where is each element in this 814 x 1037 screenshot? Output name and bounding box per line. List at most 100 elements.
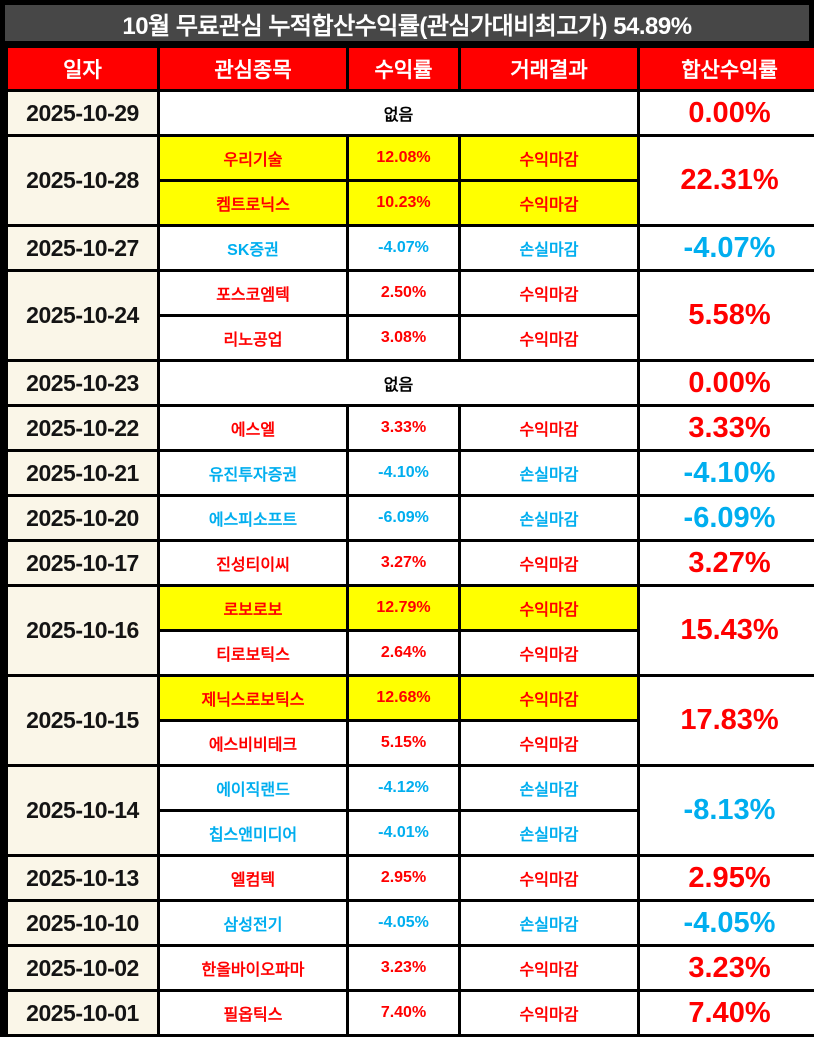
total-cell: 15.43% [639, 586, 814, 676]
result-cell: 손실마감 [460, 901, 639, 946]
return-cell: 3.27% [348, 541, 460, 586]
stock-cell: 삼성전기 [159, 901, 348, 946]
result-cell: 손실마감 [460, 496, 639, 541]
total-cell: 5.58% [639, 271, 814, 361]
date-cell: 2025-10-02 [7, 946, 159, 991]
return-cell: -4.01% [348, 811, 460, 856]
result-cell: 수익마감 [460, 406, 639, 451]
result-cell: 손실마감 [460, 811, 639, 856]
return-cell: -4.05% [348, 901, 460, 946]
result-cell: 수익마감 [460, 676, 639, 721]
total-cell: 3.33% [639, 406, 814, 451]
total-cell: -4.05% [639, 901, 814, 946]
return-cell: 7.40% [348, 991, 460, 1036]
result-cell: 수익마감 [460, 271, 639, 316]
result-cell: 수익마감 [460, 991, 639, 1036]
return-cell: -4.07% [348, 226, 460, 271]
return-cell: 2.50% [348, 271, 460, 316]
date-cell: 2025-10-20 [7, 496, 159, 541]
total-cell: 7.40% [639, 991, 814, 1036]
date-cell: 2025-10-23 [7, 361, 159, 406]
result-cell: 수익마감 [460, 136, 639, 181]
result-cell: 손실마감 [460, 766, 639, 811]
stock-cell: 진성티이씨 [159, 541, 348, 586]
result-cell: 수익마감 [460, 316, 639, 361]
total-cell: 2.95% [639, 856, 814, 901]
stock-cell: 리노공업 [159, 316, 348, 361]
stock-cell: 에스엘 [159, 406, 348, 451]
header-cell-3: 거래결과 [460, 47, 639, 91]
result-cell: 수익마감 [460, 586, 639, 631]
date-cell: 2025-10-16 [7, 586, 159, 676]
return-cell: -6.09% [348, 496, 460, 541]
result-cell: 손실마감 [460, 451, 639, 496]
return-cell: 2.64% [348, 631, 460, 676]
return-cell: 12.79% [348, 586, 460, 631]
return-cell: 5.15% [348, 721, 460, 766]
result-cell: 수익마감 [460, 181, 639, 226]
page-title: 10월 무료관심 누적합산수익률(관심가대비최고가) 54.89% [5, 5, 809, 45]
date-cell: 2025-10-10 [7, 901, 159, 946]
stock-cell: 필옵틱스 [159, 991, 348, 1036]
date-cell: 2025-10-24 [7, 271, 159, 361]
total-cell: -8.13% [639, 766, 814, 856]
date-cell: 2025-10-29 [7, 91, 159, 136]
date-cell: 2025-10-27 [7, 226, 159, 271]
date-cell: 2025-10-15 [7, 676, 159, 766]
stock-cell: 우리기술 [159, 136, 348, 181]
total-cell: 3.23% [639, 946, 814, 991]
total-cell: -4.07% [639, 226, 814, 271]
no-pick-cell: 없음 [159, 361, 639, 406]
result-cell: 수익마감 [460, 946, 639, 991]
result-cell: 수익마감 [460, 856, 639, 901]
total-cell: 17.83% [639, 676, 814, 766]
stock-cell: 에스비비테크 [159, 721, 348, 766]
total-cell: 0.00% [639, 91, 814, 136]
stock-cell: 유진투자증권 [159, 451, 348, 496]
stock-cell: 티로보틱스 [159, 631, 348, 676]
total-cell: 0.00% [639, 361, 814, 406]
return-cell: 3.33% [348, 406, 460, 451]
return-cell: 3.08% [348, 316, 460, 361]
stock-cell: 로보로보 [159, 586, 348, 631]
date-cell: 2025-10-21 [7, 451, 159, 496]
stock-cell: 엘컴텍 [159, 856, 348, 901]
total-cell: -6.09% [639, 496, 814, 541]
return-cell: 2.95% [348, 856, 460, 901]
header-cell-4: 합산수익률 [639, 47, 814, 91]
header-cell-0: 일자 [7, 47, 159, 91]
total-cell: 3.27% [639, 541, 814, 586]
stock-cell: 에이직랜드 [159, 766, 348, 811]
return-cell: 3.23% [348, 946, 460, 991]
return-cell: 12.68% [348, 676, 460, 721]
date-cell: 2025-10-01 [7, 991, 159, 1036]
header-cell-2: 수익률 [348, 47, 460, 91]
return-cell: 12.08% [348, 136, 460, 181]
date-cell: 2025-10-22 [7, 406, 159, 451]
stock-cell: 한올바이오파마 [159, 946, 348, 991]
stock-cell: 켐트로닉스 [159, 181, 348, 226]
date-cell: 2025-10-28 [7, 136, 159, 226]
result-cell: 손실마감 [460, 226, 639, 271]
stock-cell: 포스코엠텍 [159, 271, 348, 316]
result-cell: 수익마감 [460, 721, 639, 766]
total-cell: 22.31% [639, 136, 814, 226]
return-cell: 10.23% [348, 181, 460, 226]
